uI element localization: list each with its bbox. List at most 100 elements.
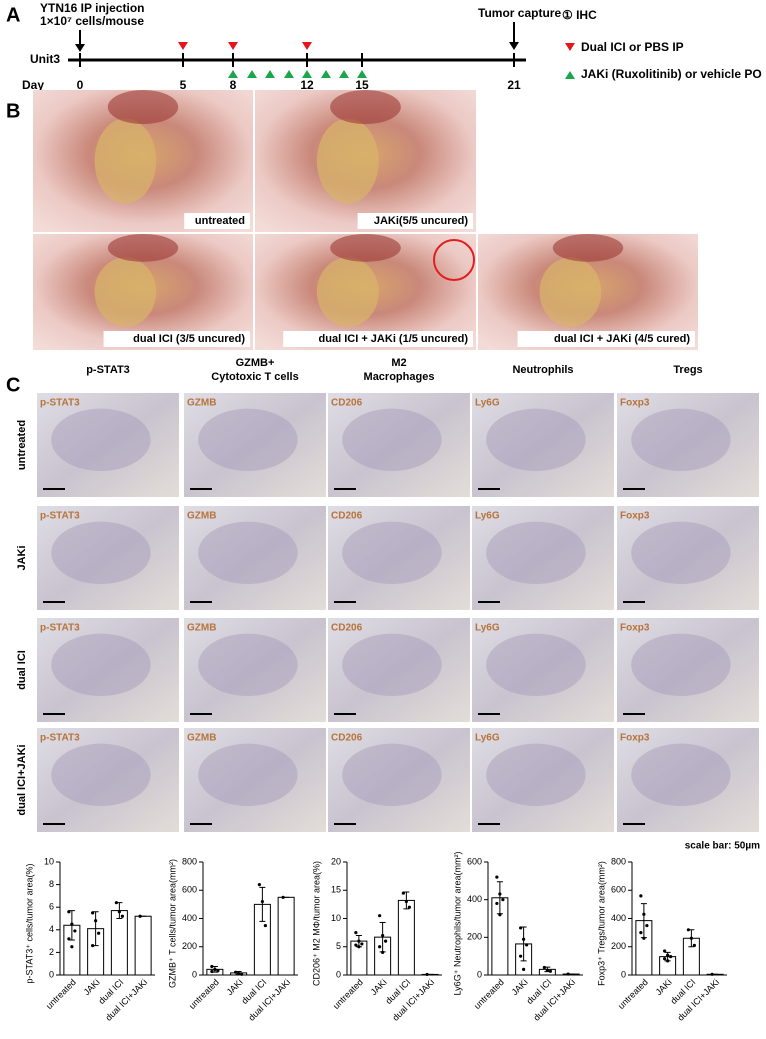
ihc-image	[184, 393, 326, 497]
data-point	[663, 949, 667, 953]
ihc-image	[472, 506, 614, 610]
tissue	[631, 408, 731, 471]
jaki-dose	[339, 70, 349, 78]
tissue	[631, 521, 731, 584]
tissue	[198, 633, 298, 696]
data-point	[498, 892, 502, 896]
photo-label: dual ICI + JAKi (4/5 cured)	[554, 333, 690, 345]
stain-label: Foxp3	[620, 511, 650, 522]
data-point	[67, 937, 71, 941]
y-tick-label: 0	[49, 969, 54, 979]
data-point	[138, 914, 142, 918]
data-point	[404, 899, 408, 904]
unit: Unit3	[30, 52, 60, 66]
jaki-dose	[284, 70, 294, 78]
organ	[539, 257, 602, 327]
photo-label: dual ICI (3/5 uncured)	[133, 333, 245, 345]
y-tick-label: 20	[331, 856, 341, 866]
data-point	[210, 964, 214, 969]
ihc-image	[37, 618, 179, 722]
bar	[110, 910, 128, 976]
tissue	[198, 743, 298, 806]
x-tick-label: JAKi	[225, 977, 245, 997]
stain-label: p-STAT3	[40, 398, 80, 409]
y-tick-label: 0	[477, 969, 482, 979]
ici-dose	[178, 42, 188, 50]
arrowhead	[75, 44, 85, 52]
cells: 1×10⁷ cells/mouse	[40, 14, 144, 28]
day: 21	[507, 78, 521, 92]
column-header: M2	[391, 357, 406, 369]
photo-label: dual ICI + JAKi (1/5 uncured)	[319, 333, 469, 345]
tissue	[342, 633, 442, 696]
data-point	[522, 967, 526, 971]
data-point	[357, 939, 361, 943]
row-label: dual ICI	[16, 650, 28, 690]
tissue	[342, 408, 442, 471]
data-point	[710, 972, 714, 976]
organ	[330, 90, 401, 125]
ihc-image	[37, 393, 179, 497]
day: 12	[300, 78, 314, 92]
ihc-image	[328, 618, 470, 722]
data-point	[260, 899, 264, 904]
data-point	[401, 891, 405, 895]
tissue	[342, 521, 442, 584]
ihc-image	[184, 728, 326, 832]
stain-label: Ly6G	[475, 511, 500, 522]
y-axis-label: p-STAT3⁺ cells/tumor area(%)	[24, 864, 34, 984]
y-tick-label: 200	[611, 941, 626, 951]
photo-label: JAKi(5/5 uncured)	[374, 215, 468, 227]
data-point	[91, 944, 95, 948]
tissue	[198, 521, 298, 584]
x-tick-label: untreated	[472, 977, 506, 1011]
data-point	[639, 931, 643, 935]
y-tick-label: 6	[49, 902, 54, 912]
x-tick-label: untreated	[331, 977, 365, 1011]
data-point	[357, 945, 361, 949]
x-tick-label: JAKi	[82, 977, 102, 997]
y-axis-label: GZMB⁺ T cells/tumor area(mm²)	[167, 859, 177, 988]
y-tick-label: 8	[49, 879, 54, 889]
stain-label: CD206	[331, 398, 363, 409]
organ	[552, 234, 624, 262]
highlight-circle	[433, 239, 475, 281]
stain-label: Foxp3	[620, 623, 650, 634]
data-point	[666, 959, 670, 963]
y-tick-label: 0	[192, 969, 197, 979]
tissue	[198, 408, 298, 471]
panel-label: A	[6, 4, 20, 26]
panel-label: B	[6, 100, 20, 122]
ihc-image	[617, 728, 759, 832]
ihc-image	[37, 728, 179, 832]
x-tick-label: untreated	[44, 977, 78, 1011]
stain-label: p-STAT3	[40, 623, 80, 634]
tissue	[631, 633, 731, 696]
y-tick-label: 400	[182, 913, 197, 923]
ihc-image	[328, 506, 470, 610]
jaki-dose	[265, 70, 275, 78]
data-point	[692, 943, 696, 947]
tissue	[631, 743, 731, 806]
ihc-image	[472, 618, 614, 722]
y-tick-label: 800	[611, 856, 626, 866]
y-tick-label: 2	[49, 947, 54, 957]
y-tick-label: 200	[467, 932, 482, 942]
data-point	[381, 933, 385, 938]
data-point	[281, 895, 285, 899]
data-point	[522, 937, 526, 941]
jaki-dose	[247, 70, 257, 78]
stain-label: p-STAT3	[40, 511, 80, 522]
photo-label-bg	[357, 213, 473, 229]
ihc-image	[184, 506, 326, 610]
data-point	[216, 969, 220, 973]
ihc-image	[328, 728, 470, 832]
x-tick-label: JAKi	[369, 977, 389, 997]
photo-label-bg	[283, 331, 473, 347]
capture: Tumor capture	[478, 6, 561, 20]
data-point	[381, 950, 385, 955]
scale-bar-note: scale bar: 50µm	[685, 841, 760, 852]
day-label: Day	[22, 78, 44, 92]
column-header: Macrophages	[364, 371, 435, 383]
data-point	[519, 926, 523, 930]
